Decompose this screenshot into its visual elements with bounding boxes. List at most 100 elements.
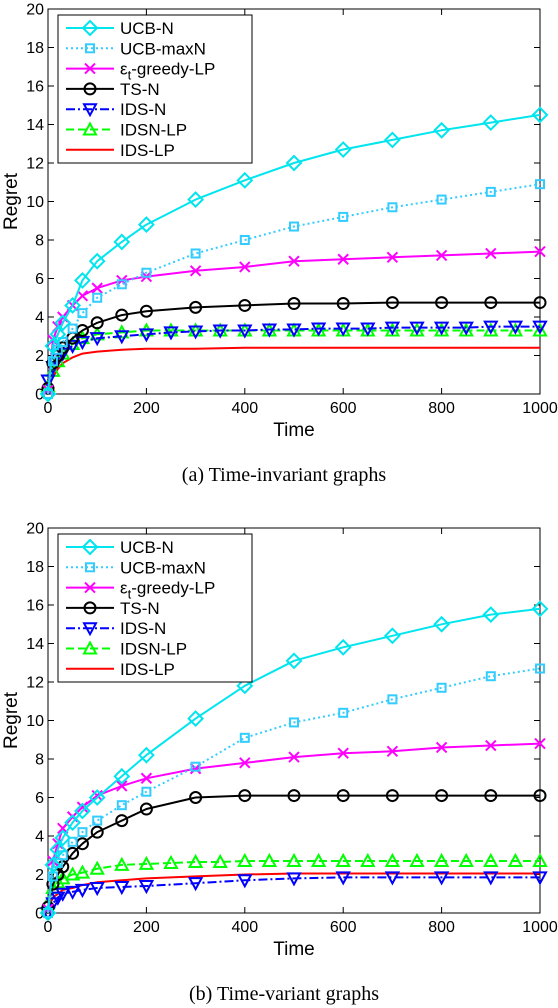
series-line-ucb-maxn [47,183,541,395]
data-point-t-greedy-lp [288,751,300,763]
data-point-ucb-n [44,856,62,874]
legend-label-ids-lp: IDS-LP [120,660,175,679]
data-point-idsn-lp [384,852,401,868]
x-tick-label: 800 [428,400,455,417]
data-point-ucb-maxn [387,694,398,705]
y-tick-label: 4 [35,310,44,327]
data-point-ucb-n [285,154,303,172]
y-tick-label: 2 [35,867,44,884]
data-point-ucb-n [187,191,205,208]
data-point-ucb-maxn [289,717,299,728]
legend-label-ids-n: IDS-N [120,619,166,638]
data-point-ids-n [64,885,81,900]
data-point-ucb-maxn [116,279,127,290]
data-point-ucb-n [74,272,91,289]
legend-marker-ids-n [82,103,98,118]
data-point-ucb-n [74,802,91,820]
data-point-idsn-lp [261,852,278,868]
caption-b: (b) Time-variant graphs [189,983,379,1005]
y-tick-label: 12 [26,156,44,173]
y-tick-label: 16 [26,79,44,96]
data-point-t-greedy-lp [91,282,103,294]
data-point-ids-n [138,328,155,343]
data-point-ucb-maxn [77,827,88,838]
y-tick-label: 16 [26,598,44,615]
y-axis-label: Regret [1,691,22,749]
chart-panel-a: 0 200 400 600 800 1000 0 2 4 6 8 10 12 14 16 18 20 Time Re… [1,2,558,442]
y-tick-label: 0 [35,387,44,404]
data-point-ucb-n [285,652,303,670]
x-tick-label: 400 [231,919,258,936]
data-point-ucb-maxn [387,202,398,213]
data-point-ids-n [335,871,351,886]
x-tick-label: 1000 [522,919,558,936]
legend-label-ucb-maxn: UCB-maxN [120,558,206,577]
data-point-ts-n [484,789,498,803]
data-point-t-greedy-lp [189,265,202,277]
legend-marker-ids-n [82,622,98,637]
series-line-idsn-lp [47,860,540,904]
data-point-ids-n [237,324,253,339]
data-point-t-greedy-lp [386,745,399,758]
data-point-ts-n [287,297,301,311]
data-point-ucb-n [187,710,205,727]
data-point-ucb-n [334,638,352,656]
legend-marker-ts-n [83,601,97,615]
data-point-idsn-lp [360,852,376,868]
data-point-ids-n [187,877,204,892]
data-point-ts-n [435,789,449,803]
data-point-ucb-n [236,677,254,695]
data-point-ucb-n [531,600,549,618]
data-point-ids-n [64,339,81,354]
data-point-ids-n [74,336,91,351]
data-point-ids-n [40,374,56,389]
data-point-ids-n [138,880,155,895]
data-point-ts-n [484,296,498,310]
data-point-idsn-lp [409,852,425,868]
legend-label-ts-n: TS-N [120,80,160,99]
data-point-ucb-maxn [289,221,299,232]
data-point-idsn-lp [55,870,71,885]
y-tick-label: 10 [26,713,44,730]
data-point-ucb-n [531,106,549,124]
data-point-t-greedy-lp [288,255,300,267]
data-point-ts-n [336,297,350,311]
data-point-idsn-lp [64,866,81,881]
data-point-idsn-lp [163,322,179,337]
data-point-idsn-lp [163,854,179,869]
data-point-ucb-n [482,114,500,131]
data-point-ts-n [336,789,350,803]
data-point-ucb-n [54,829,72,847]
data-point-idsn-lp [483,852,499,868]
data-point-ids-n [360,322,376,337]
data-point-ucb-maxn [535,663,545,674]
legend-marker-ts-n [83,82,97,96]
data-point-t-greedy-lp [140,772,153,784]
data-point-t-greedy-lp [337,253,349,265]
data-point-t-greedy-lp [534,737,546,750]
legend-label-idsn-lp: IDSN-LP [120,640,187,659]
data-point-ids-n [409,321,425,336]
data-point-ts-n [533,296,547,310]
x-axis-label: Time [273,420,315,441]
x-tick-label: 800 [428,919,455,936]
data-point-ids-n [74,883,91,898]
data-point-ids-n [261,323,278,338]
data-point-idsn-lp [89,860,105,875]
data-point-t-greedy-lp [76,290,89,302]
data-point-t-greedy-lp [435,249,448,262]
data-point-ucb-maxn [485,671,496,682]
y-tick-label: 8 [35,233,44,250]
data-point-ucb-n [39,904,57,922]
legend-marker-idsn-lp [82,121,98,136]
data-point-t-greedy-lp [534,245,546,258]
data-point-idsn-lp [335,852,351,868]
y-tick-label: 20 [26,521,44,538]
data-point-ids-n [433,871,450,886]
data-point-ids-n [89,332,105,347]
series-line-ucb-maxn [47,667,541,914]
legend-marker-ucb-n [81,19,99,37]
legend-label-t-greedy-lp: εt-greedy-LP [120,60,215,83]
series-line-ucb-n [47,113,541,395]
data-point-ucb-n [54,314,72,332]
